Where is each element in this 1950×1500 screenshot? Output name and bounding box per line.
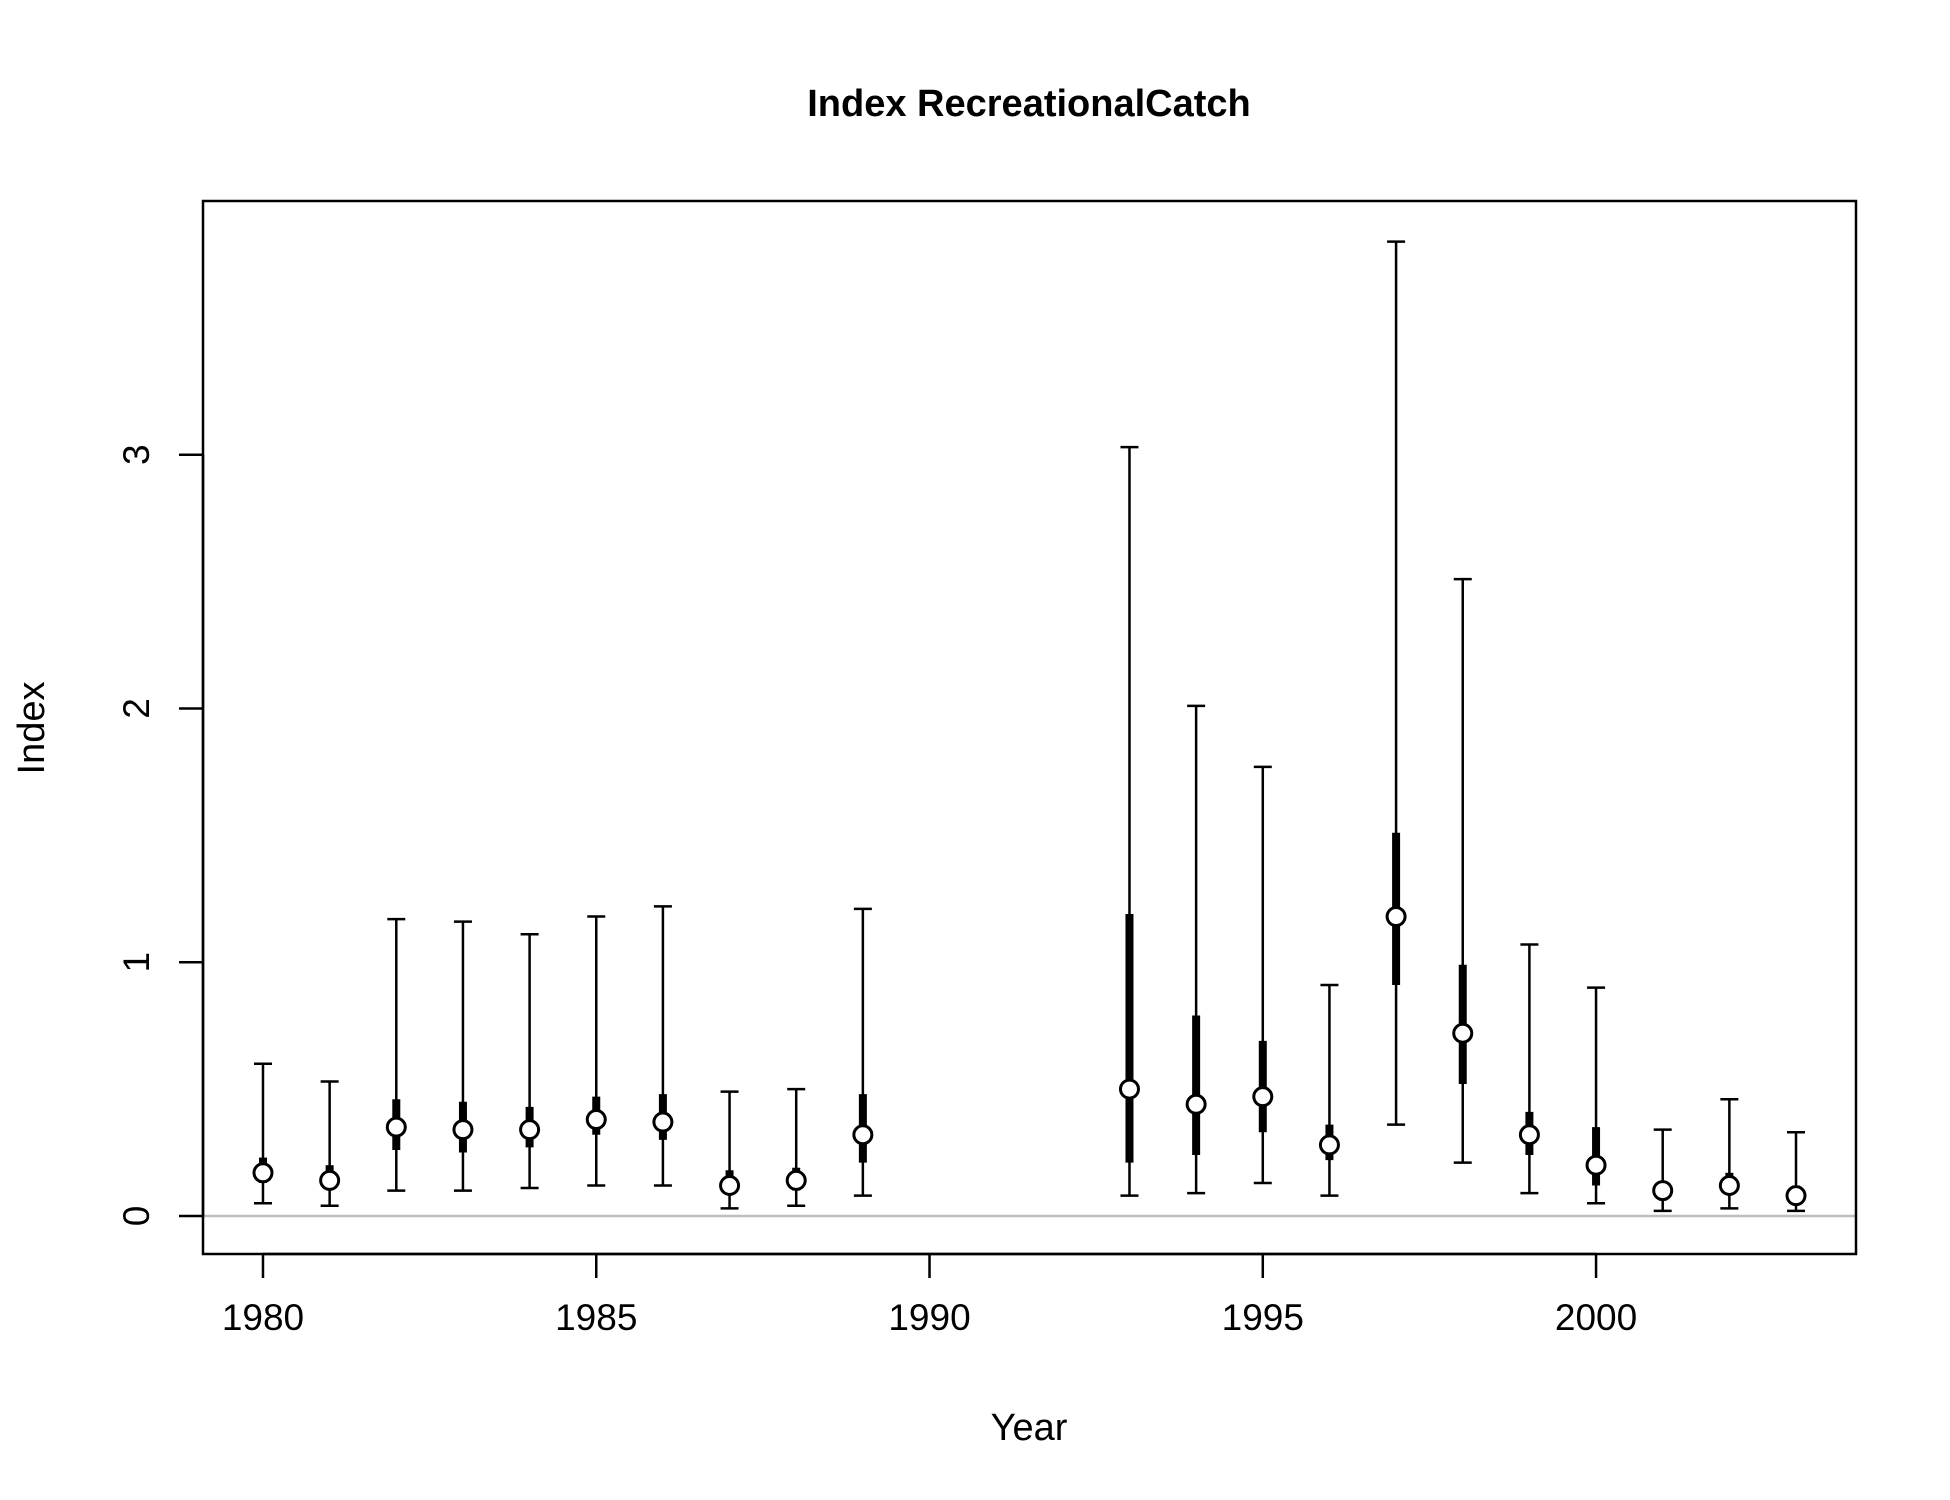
data-point	[252, 1162, 274, 1184]
plot-area: 1980 1985 1990 1995 2000 0 1 2 3	[116, 199, 1858, 1338]
data-point	[1785, 1185, 1807, 1207]
x-tick-label: 1990	[888, 1297, 970, 1338]
data-point	[319, 1169, 341, 1191]
data-point	[1252, 1086, 1274, 1108]
data-point	[1718, 1174, 1740, 1196]
y-tick-label: 3	[116, 444, 157, 465]
data-point	[1452, 1022, 1474, 1044]
data-point	[1118, 1078, 1140, 1100]
x-tick-label: 2000	[1555, 1297, 1637, 1338]
data-point	[652, 1111, 674, 1133]
x-axis-label: Year	[991, 1407, 1068, 1449]
data-point	[1185, 1093, 1207, 1115]
data-point	[1385, 906, 1407, 928]
data-point	[1518, 1124, 1540, 1146]
y-axis-label: Index	[11, 682, 53, 775]
data-point	[1585, 1154, 1607, 1176]
data-point	[719, 1174, 741, 1196]
data-point	[519, 1119, 541, 1141]
x-tick-label: 1980	[222, 1297, 304, 1338]
data-point	[852, 1124, 874, 1146]
data-point	[1652, 1180, 1674, 1202]
data-point	[452, 1119, 474, 1141]
y-tick-label: 0	[116, 1206, 157, 1227]
data-point	[585, 1109, 607, 1131]
y-tick-label: 2	[116, 698, 157, 719]
x-tick-label: 1985	[555, 1297, 637, 1338]
y-tick-label: 1	[116, 952, 157, 973]
data-point	[385, 1116, 407, 1138]
x-tick-label: 1995	[1222, 1297, 1304, 1338]
data-point	[1318, 1134, 1340, 1156]
data-point	[785, 1169, 807, 1191]
chart-title: Index RecreationalCatch	[807, 83, 1250, 125]
